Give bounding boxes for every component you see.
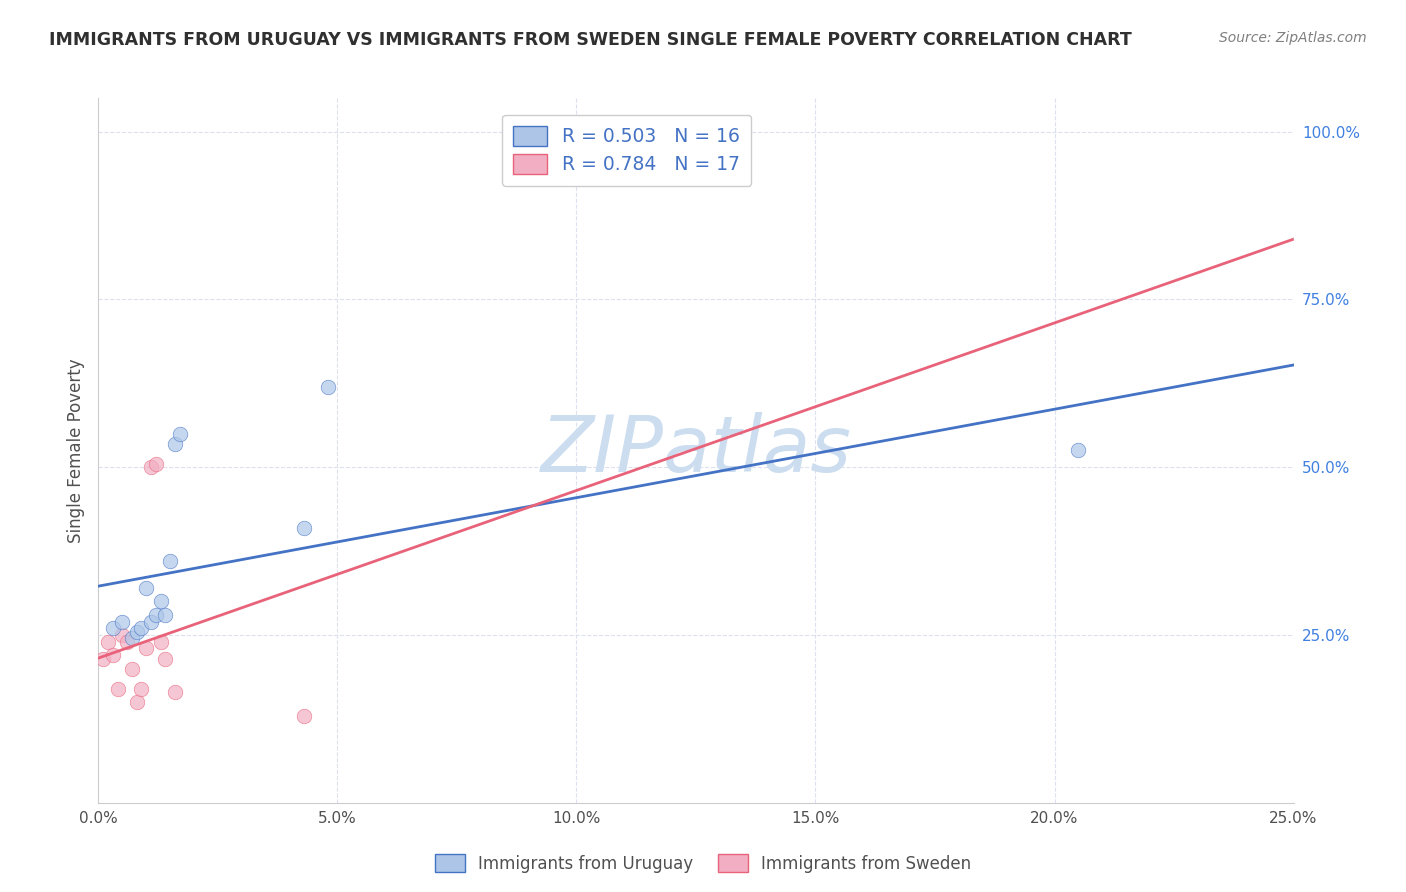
Point: [292, 521, 315, 535]
Point: [292, 708, 315, 723]
Point: [131, 681, 153, 696]
Point: [125, 695, 148, 709]
Legend: Immigrants from Uruguay, Immigrants from Sweden: Immigrants from Uruguay, Immigrants from…: [427, 847, 979, 880]
Point: [149, 594, 172, 608]
Point: [159, 554, 181, 568]
Text: ZIPatlas: ZIPatlas: [540, 412, 852, 489]
Point: [121, 662, 143, 676]
Y-axis label: Single Female Poverty: Single Female Poverty: [66, 359, 84, 542]
Point: [135, 641, 157, 656]
Point: [97, 634, 120, 648]
Point: [145, 607, 167, 622]
Legend: R = 0.503   N = 16, R = 0.784   N = 17: R = 0.503 N = 16, R = 0.784 N = 17: [502, 114, 751, 186]
Point: [163, 436, 186, 450]
Point: [145, 457, 167, 471]
Point: [101, 621, 124, 635]
Point: [149, 634, 172, 648]
Point: [115, 634, 138, 648]
Point: [111, 628, 134, 642]
Point: [107, 681, 129, 696]
Point: [163, 685, 186, 699]
Point: [135, 581, 157, 595]
Point: [316, 380, 339, 394]
Point: [169, 426, 191, 441]
Point: [91, 651, 114, 665]
Text: IMMIGRANTS FROM URUGUAY VS IMMIGRANTS FROM SWEDEN SINGLE FEMALE POVERTY CORRELAT: IMMIGRANTS FROM URUGUAY VS IMMIGRANTS FR…: [49, 31, 1132, 49]
Text: Source: ZipAtlas.com: Source: ZipAtlas.com: [1219, 31, 1367, 45]
Point: [139, 460, 162, 475]
Point: [131, 621, 153, 635]
Point: [1067, 443, 1090, 458]
Point: [155, 607, 177, 622]
Point: [155, 651, 177, 665]
Point: [125, 624, 148, 639]
Point: [121, 632, 143, 646]
Point: [139, 615, 162, 629]
Point: [111, 615, 134, 629]
Point: [101, 648, 124, 662]
